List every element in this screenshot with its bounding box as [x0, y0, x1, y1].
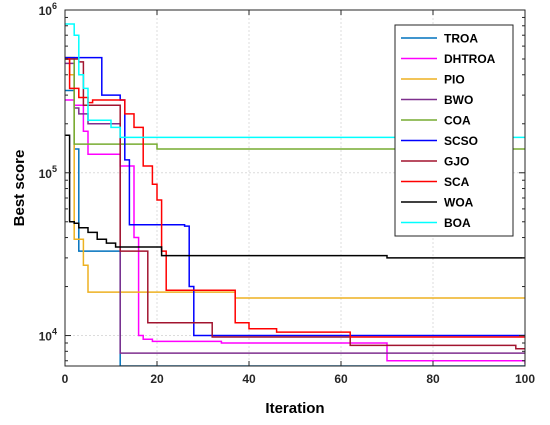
- y-tick-base: 10: [39, 330, 53, 344]
- y-tick-exponent: 5: [52, 164, 57, 174]
- y-tick-base: 10: [39, 4, 53, 18]
- legend-label-boa: BOA: [444, 216, 471, 230]
- y-axis-label: Best score: [11, 150, 28, 227]
- y-tick-exponent: 4: [52, 327, 57, 337]
- series-line-gjo: [65, 58, 525, 350]
- legend-box: [394, 24, 514, 237]
- legend-label-scso: SCSO: [444, 134, 478, 148]
- y-tick-label: 105: [39, 164, 57, 181]
- legend-label-coa: COA: [444, 114, 471, 128]
- y-tick-label: 106: [39, 1, 57, 18]
- y-tick-base: 10: [39, 167, 53, 181]
- plot-frame: [64, 9, 526, 367]
- x-tick-label: 60: [334, 372, 348, 386]
- y-tick-label: 104: [39, 327, 57, 344]
- series-line-woa: [65, 134, 525, 259]
- series-line-boa: [65, 23, 525, 139]
- series-lines: [65, 23, 525, 366]
- legend-label-sca: SCA: [444, 175, 470, 189]
- legend-label-troa: TROA: [444, 32, 478, 46]
- series-line-scso: [65, 56, 525, 337]
- x-tick-label: 40: [242, 372, 256, 386]
- series-line-dhtroa: [65, 99, 525, 364]
- legend-label-pio: PIO: [444, 73, 465, 87]
- x-axis-label: Iteration: [265, 400, 324, 417]
- legend: TROA DHTROA PIO BWO COA SCSO GJO SCA WOA BOA: [394, 24, 514, 237]
- x-tick-label: 80: [426, 372, 440, 386]
- y-tick-exponent: 6: [52, 1, 57, 11]
- legend-label-woa: WOA: [444, 196, 474, 210]
- x-tick-label: 100: [515, 372, 535, 386]
- x-tick-label: 20: [150, 372, 164, 386]
- x-tick-label: 0: [62, 372, 69, 386]
- legend-label-dhtroa: DHTROA: [444, 52, 496, 66]
- legend-label-bwo: BWO: [444, 93, 473, 107]
- legend-label-gjo: GJO: [444, 155, 469, 169]
- series-line-pio: [65, 56, 525, 299]
